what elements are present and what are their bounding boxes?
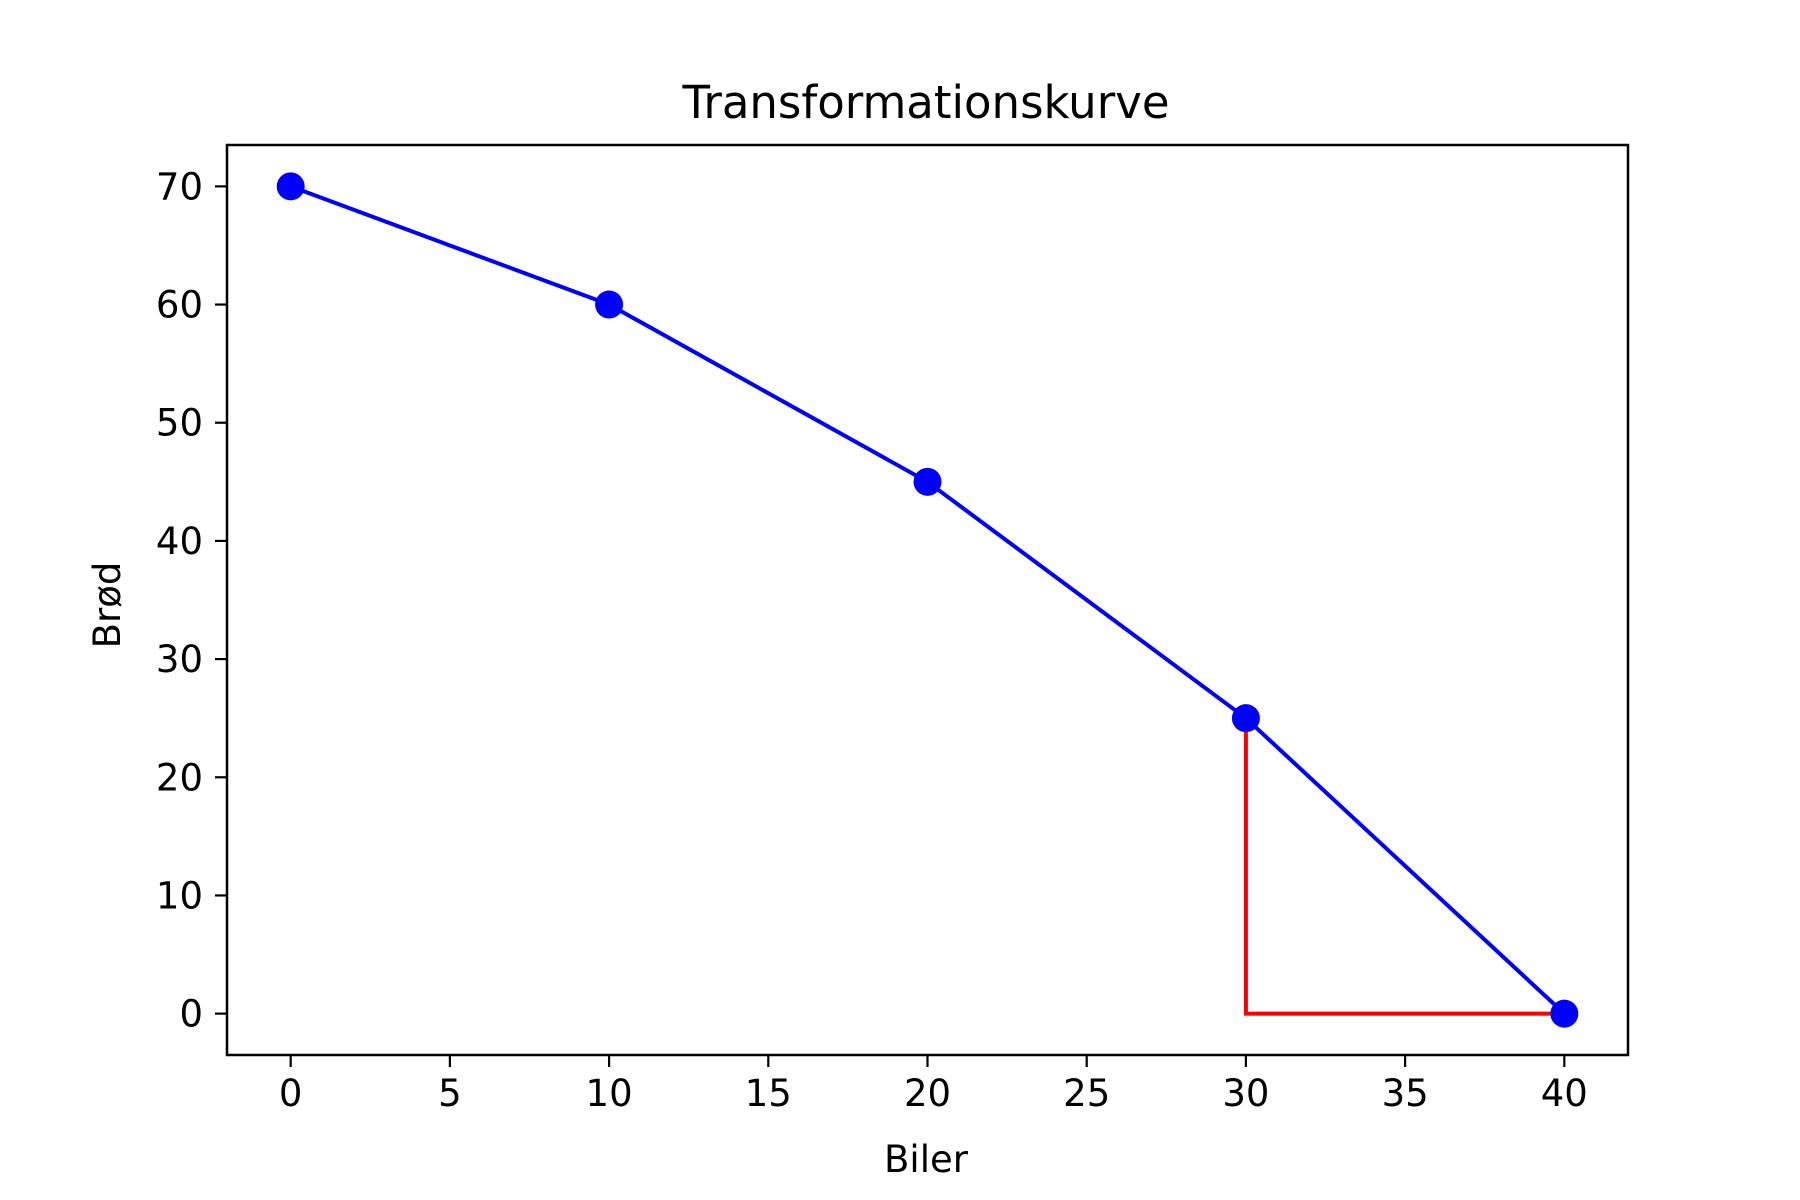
x-tick-label: 40 <box>1541 1072 1588 1115</box>
y-tick-label: 20 <box>156 756 203 799</box>
axes-frame <box>225 143 1630 1057</box>
x-tick-label: 5 <box>438 1072 462 1115</box>
y-tick-label: 70 <box>156 165 203 208</box>
y-axis-label: Brød <box>86 562 129 649</box>
annotation-line <box>1243 718 1565 1016</box>
data-point <box>276 172 305 201</box>
y-tick-label: 0 <box>179 993 203 1036</box>
x-tick-label: 0 <box>279 1072 303 1115</box>
x-tick-label: 10 <box>586 1072 633 1115</box>
y-tick-label: 30 <box>156 638 203 681</box>
y-tick-label: 50 <box>156 402 203 445</box>
data-point <box>913 467 942 496</box>
data-point <box>595 290 624 319</box>
x-tick-label: 20 <box>904 1072 951 1115</box>
x-axis-label: Biler <box>884 1138 969 1181</box>
x-tick-label: 15 <box>745 1072 792 1115</box>
y-tick-label: 60 <box>156 284 203 327</box>
x-tick-label: 30 <box>1222 1072 1269 1115</box>
y-tick-label: 10 <box>156 874 203 917</box>
x-tick-label: 35 <box>1382 1072 1429 1115</box>
plot-area: 0 5 10 15 20 25 30 35 40 0 10 20 30 40 50 60 70 <box>156 143 1630 1115</box>
chart-title: Transformationskurve <box>681 76 1169 129</box>
x-tick-label: 25 <box>1063 1072 1110 1115</box>
data-point <box>1550 999 1579 1028</box>
data-point <box>1231 704 1260 733</box>
y-tick-label: 40 <box>156 520 203 563</box>
series-line <box>289 184 1566 1016</box>
